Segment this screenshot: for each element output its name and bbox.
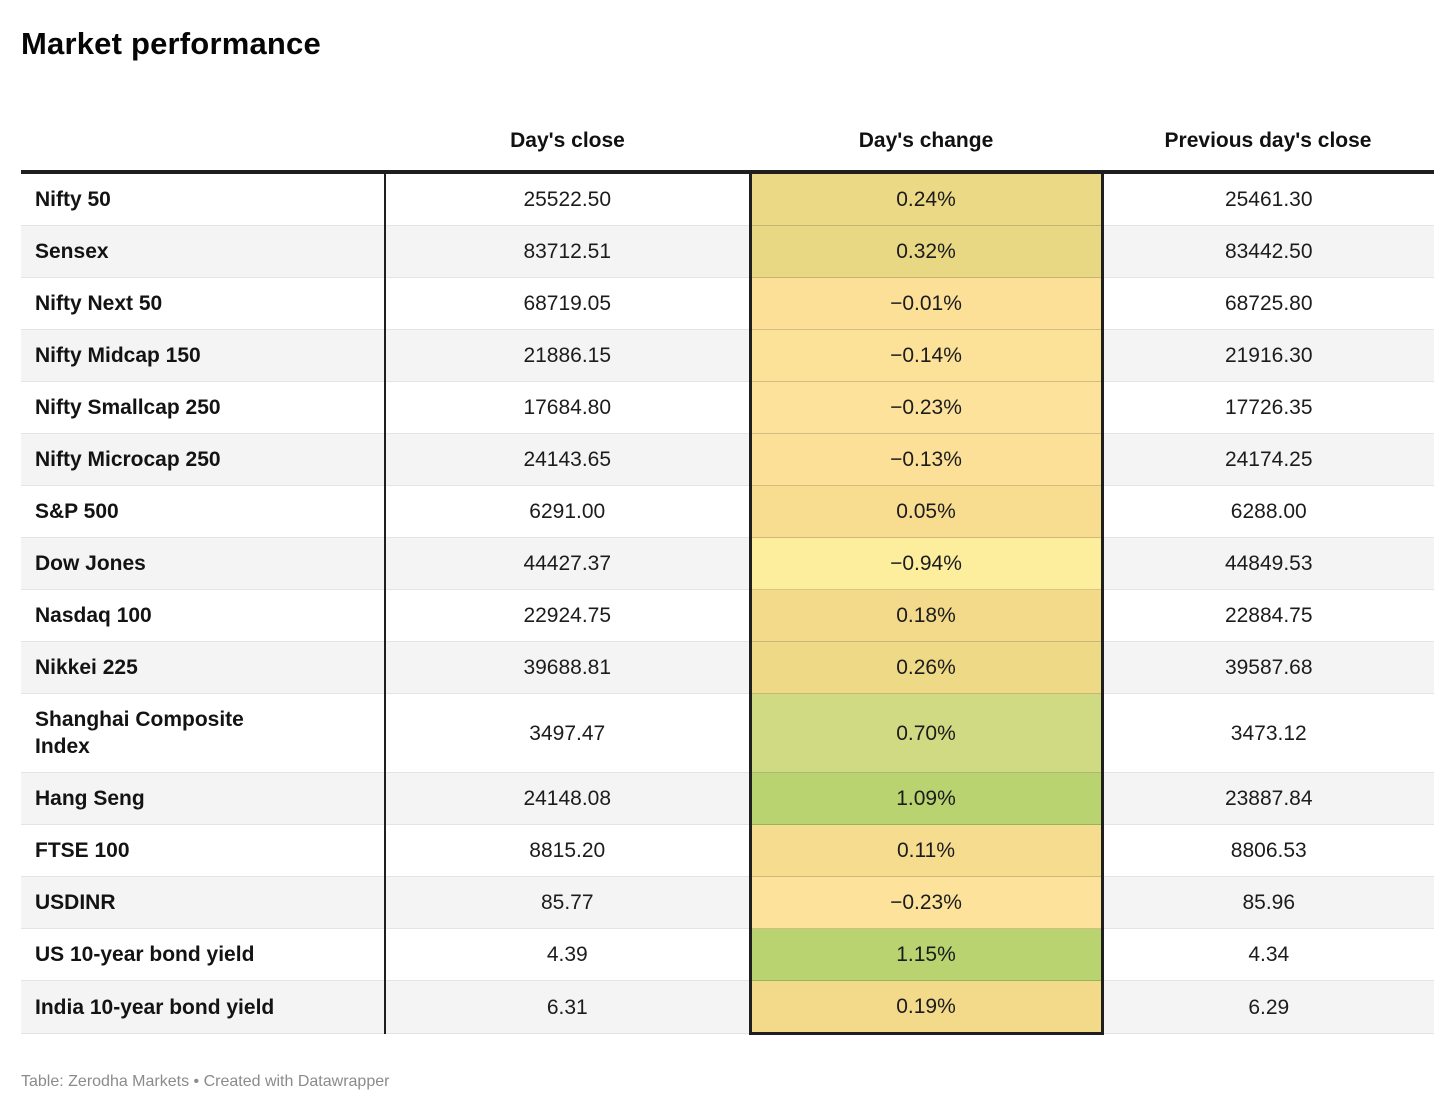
days-close-value: 68719.05 (385, 277, 750, 330)
days-close-value: 39688.81 (385, 641, 750, 694)
table-row: USDINR 85.77 −0.23% 85.96 (21, 876, 1434, 929)
days-change-value: −0.13% (748, 433, 1104, 486)
days-change-value: −0.23% (748, 381, 1104, 434)
header-days-close: Day's close (385, 94, 750, 174)
prev-close-value: 6.29 (1102, 980, 1434, 1034)
prev-close-value: 85.96 (1102, 876, 1434, 929)
page-title: Market performance (21, 26, 321, 61)
table-row: Nasdaq 100 22924.75 0.18% 22884.75 (21, 589, 1434, 642)
days-change-value: 0.18% (748, 589, 1104, 642)
row-label: Nifty Next 50 (21, 277, 386, 330)
row-label: Sensex (21, 225, 386, 278)
table-row: Dow Jones 44427.37 −0.94% 44849.53 (21, 537, 1434, 590)
days-close-value: 8815.20 (385, 824, 750, 877)
prev-close-value: 4.34 (1102, 928, 1434, 981)
days-change-value: 0.11% (748, 824, 1104, 877)
days-change-value: 0.19% (748, 980, 1104, 1035)
row-label: US 10-year bond yield (21, 928, 386, 981)
prev-close-value: 6288.00 (1102, 485, 1434, 538)
days-close-value: 17684.80 (385, 381, 750, 434)
days-close-value: 44427.37 (385, 537, 750, 590)
table-row: FTSE 100 8815.20 0.11% 8806.53 (21, 824, 1434, 877)
days-close-value: 83712.51 (385, 225, 750, 278)
table-row: Nifty 50 25522.50 0.24% 25461.30 (21, 172, 1434, 226)
table-row: US 10-year bond yield 4.39 1.15% 4.34 (21, 928, 1434, 981)
table-row: Nifty Next 50 68719.05 −0.01% 68725.80 (21, 277, 1434, 330)
days-close-value: 22924.75 (385, 589, 750, 642)
row-label: Nifty Microcap 250 (21, 433, 386, 486)
table-row: Nifty Microcap 250 24143.65 −0.13% 24174.25 (21, 433, 1434, 486)
days-close-value: 24143.65 (385, 433, 750, 486)
row-label: Nifty Midcap 150 (21, 329, 386, 382)
prev-close-value: 22884.75 (1102, 589, 1434, 642)
row-label: Nifty 50 (21, 172, 386, 226)
days-close-value: 21886.15 (385, 329, 750, 382)
days-change-value: 0.26% (748, 641, 1104, 694)
row-label: FTSE 100 (21, 824, 386, 877)
days-change-value: 0.24% (748, 172, 1104, 226)
days-close-value: 4.39 (385, 928, 750, 981)
row-label: Hang Seng (21, 772, 386, 825)
row-label: India 10-year bond yield (21, 980, 386, 1034)
row-label: USDINR (21, 876, 386, 929)
prev-close-value: 23887.84 (1102, 772, 1434, 825)
days-close-value: 6291.00 (385, 485, 750, 538)
row-label: Shanghai Composite Index (21, 693, 386, 773)
row-label: Nikkei 225 (21, 641, 386, 694)
table-row: Shanghai Composite Index 3497.47 0.70% 3473… (21, 693, 1434, 773)
days-change-value: −0.23% (748, 876, 1104, 929)
market-performance-table: Day's close Day's change Previous day's … (21, 94, 1434, 1035)
days-change-value: 0.70% (748, 693, 1104, 773)
days-change-value: −0.14% (748, 329, 1104, 382)
days-close-value: 6.31 (385, 980, 750, 1034)
header-days-change: Day's change (750, 94, 1102, 174)
days-change-value: 0.32% (748, 225, 1104, 278)
days-change-value: 1.09% (748, 772, 1104, 825)
prev-close-value: 44849.53 (1102, 537, 1434, 590)
prev-close-value: 8806.53 (1102, 824, 1434, 877)
prev-close-value: 83442.50 (1102, 225, 1434, 278)
days-change-value: −0.01% (748, 277, 1104, 330)
row-label: Nasdaq 100 (21, 589, 386, 642)
header-previous-close: Previous day's close (1102, 94, 1434, 174)
header-index (21, 94, 385, 174)
prev-close-value: 39587.68 (1102, 641, 1434, 694)
days-close-value: 85.77 (385, 876, 750, 929)
table-row: Nifty Midcap 150 21886.15 −0.14% 21916.30 (21, 329, 1434, 382)
prev-close-value: 21916.30 (1102, 329, 1434, 382)
table-row: Sensex 83712.51 0.32% 83442.50 (21, 225, 1434, 278)
table-row: Hang Seng 24148.08 1.09% 23887.84 (21, 772, 1434, 825)
row-label: Dow Jones (21, 537, 386, 590)
prev-close-value: 25461.30 (1102, 172, 1434, 226)
table-body: Nifty 50 25522.50 0.24% 25461.30 Sensex 83712… (21, 172, 1434, 1035)
attribution-footer: Table: Zerodha Markets • Created with Da… (21, 1073, 390, 1090)
table-row: Nifty Smallcap 250 17684.80 −0.23% 17726.35 (21, 381, 1434, 434)
prev-close-value: 24174.25 (1102, 433, 1434, 486)
table-row: Nikkei 225 39688.81 0.26% 39587.68 (21, 641, 1434, 694)
table-row: S&P 500 6291.00 0.05% 6288.00 (21, 485, 1434, 538)
days-change-value: 0.05% (748, 485, 1104, 538)
days-change-value: −0.94% (748, 537, 1104, 590)
days-close-value: 3497.47 (385, 693, 750, 773)
prev-close-value: 68725.80 (1102, 277, 1434, 330)
days-close-value: 24148.08 (385, 772, 750, 825)
prev-close-value: 3473.12 (1102, 693, 1434, 773)
days-change-value: 1.15% (748, 928, 1104, 981)
table-header: Day's close Day's change Previous day's … (21, 94, 1434, 174)
row-label: S&P 500 (21, 485, 386, 538)
prev-close-value: 17726.35 (1102, 381, 1434, 434)
row-label: Nifty Smallcap 250 (21, 381, 386, 434)
table-row: India 10-year bond yield 6.31 0.19% 6.29 (21, 980, 1434, 1035)
days-close-value: 25522.50 (385, 172, 750, 226)
